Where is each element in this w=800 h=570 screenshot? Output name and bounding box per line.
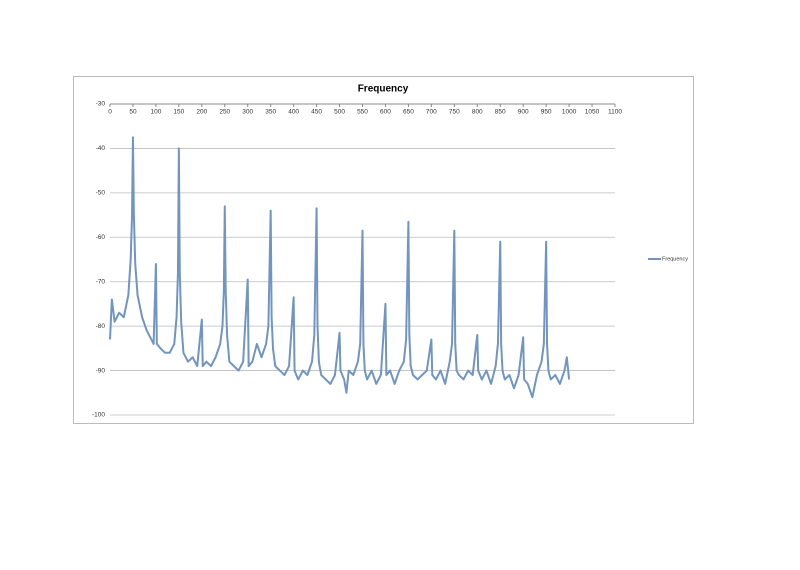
y-tick-label: -100 [92,412,105,419]
y-tick-label: -60 [96,234,106,241]
x-tick-label: 0 [108,109,112,116]
y-tick-label: -80 [96,323,106,330]
chart-frame [73,76,694,424]
x-tick-label: 800 [472,109,483,116]
x-tick-label: 400 [288,109,299,116]
x-tick-label: 1050 [585,109,600,116]
x-tick-label: 750 [449,109,460,116]
x-tick-label: 250 [219,109,230,116]
x-tick-label: 550 [357,109,368,116]
x-tick-label: 150 [173,109,184,116]
x-tick-label: 450 [311,109,322,116]
x-tick-label: 1000 [562,109,577,116]
x-tick-label: 850 [495,109,506,116]
x-tick-label: 900 [518,109,529,116]
chart-title: Frequency [358,84,409,95]
y-tick-label: -30 [96,101,106,108]
x-tick-label: 100 [150,109,161,116]
x-tick-label: 300 [242,109,253,116]
x-tick-label: 1100 [608,109,622,116]
series-line [109,136,571,399]
x-tick-label: 50 [129,109,137,116]
x-tick-label: 950 [541,109,552,116]
y-tick-label: -90 [96,367,106,374]
y-tick-label: -70 [96,278,106,285]
x-tick-label: 350 [265,109,276,116]
x-tick-label: 600 [380,109,391,116]
y-tick-label: -50 [96,190,106,197]
x-tick-label: 700 [426,109,437,116]
x-tick-label: 500 [334,109,345,116]
x-tick-label: 200 [196,109,207,116]
x-tick-label: 650 [403,109,414,116]
y-tick-label: -40 [96,145,106,152]
legend-label: Frequency [662,256,688,262]
